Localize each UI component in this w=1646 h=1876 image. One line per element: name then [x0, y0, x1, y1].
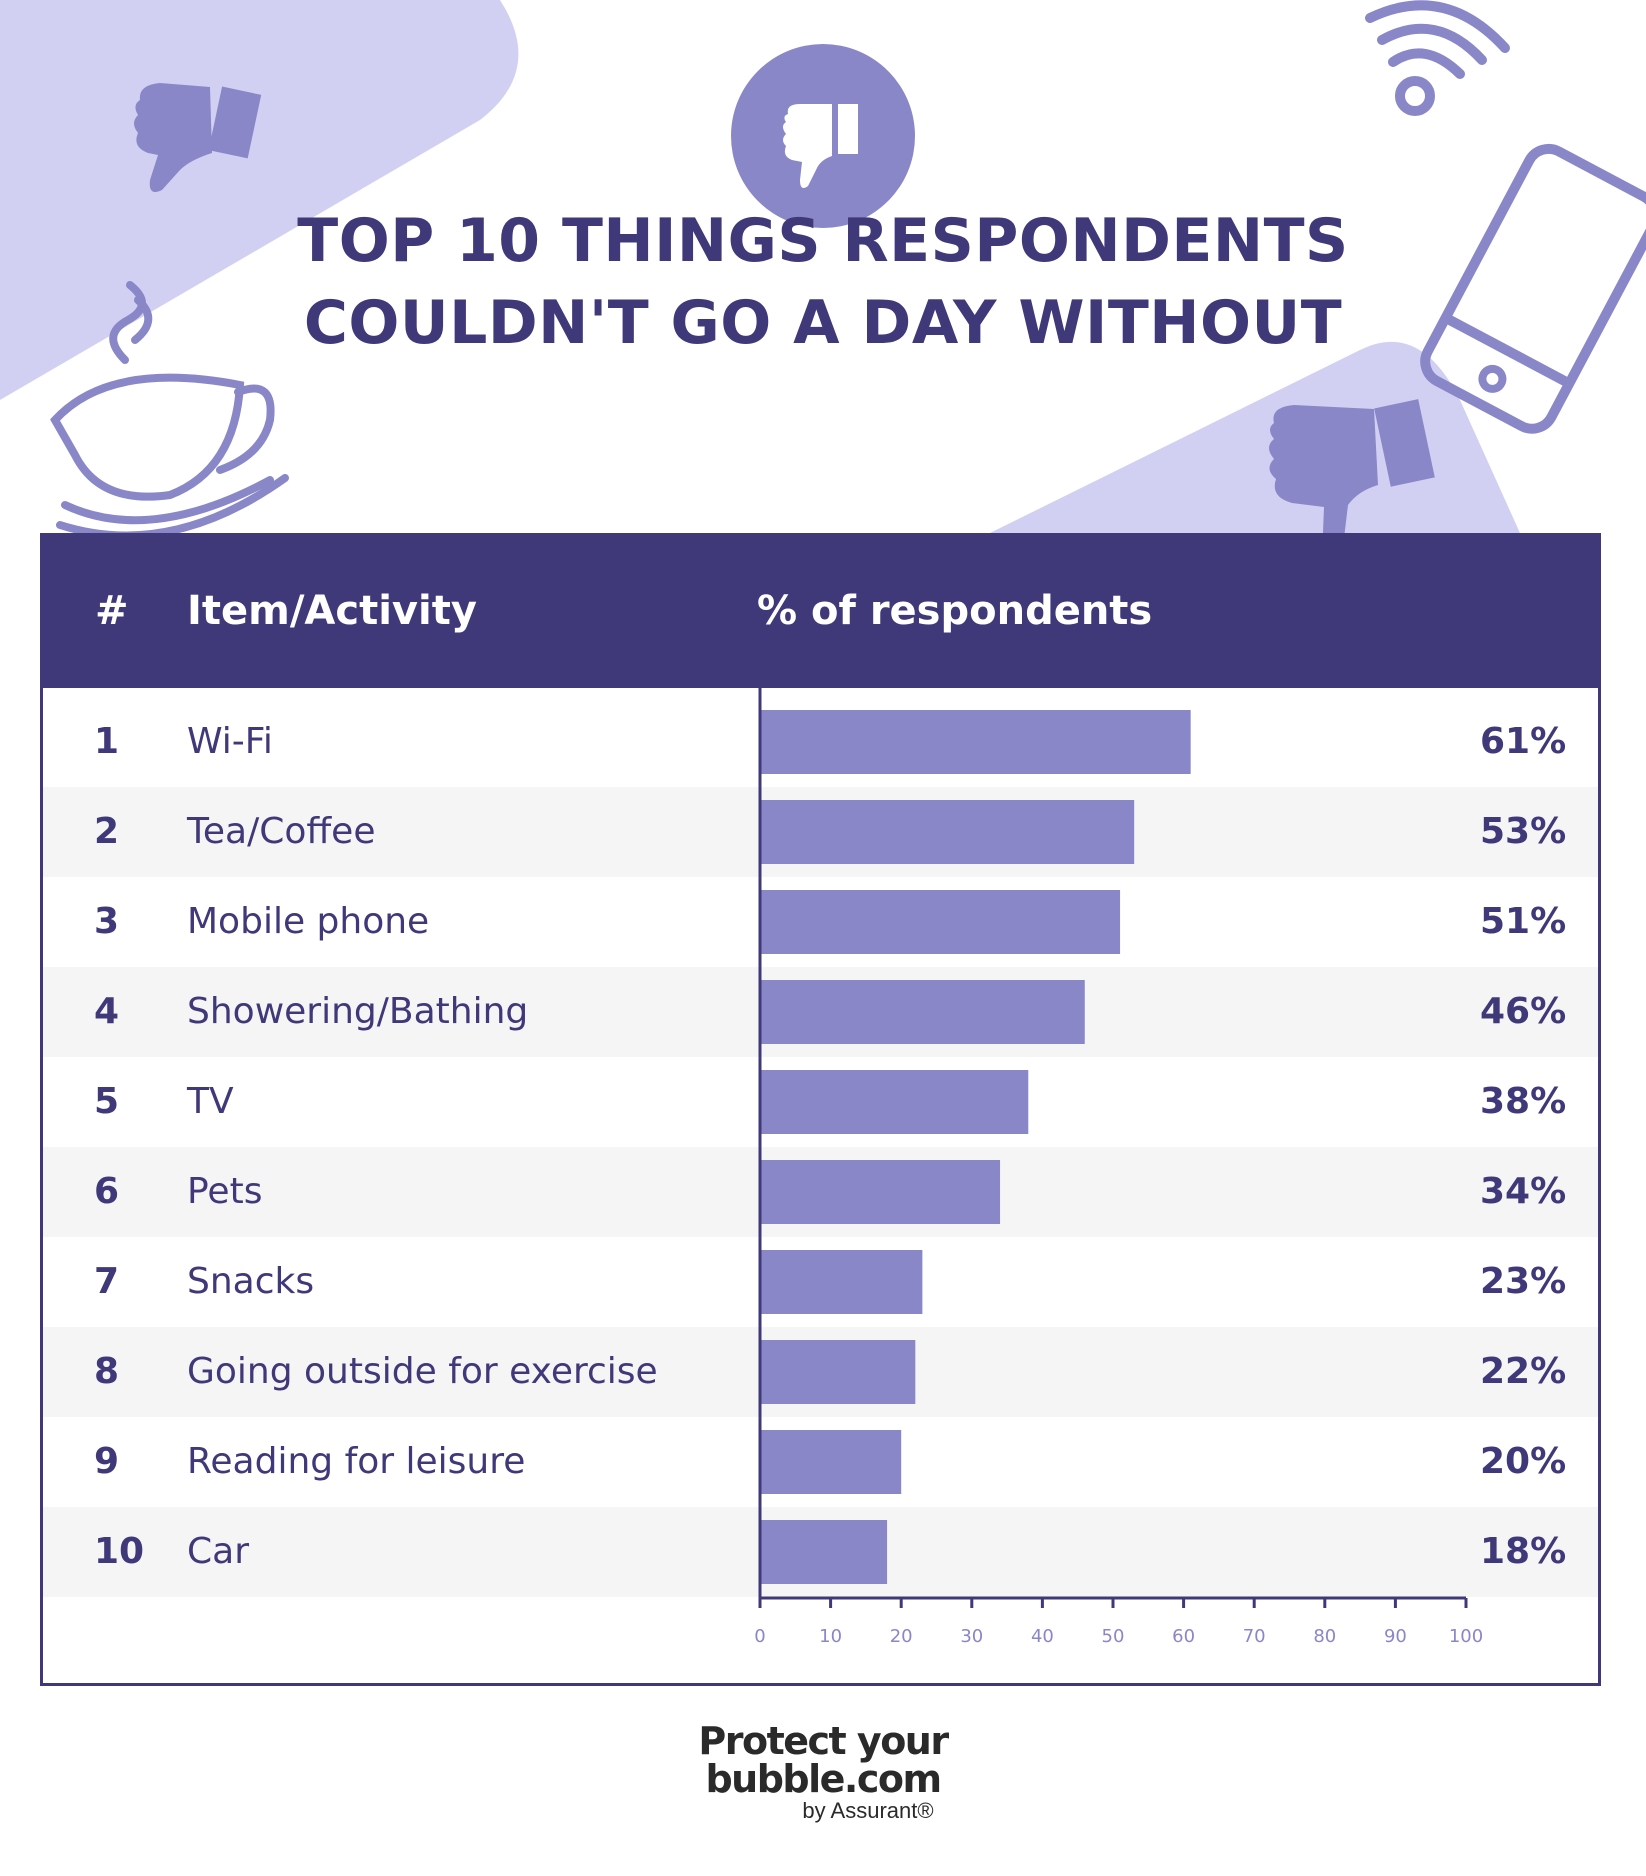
thumbs-down-icon [1269, 399, 1435, 562]
row-value-label: 38% [1480, 1081, 1567, 1122]
row-rank: 5 [94, 1081, 120, 1122]
bar [760, 800, 1135, 864]
row-rank: 3 [94, 901, 120, 942]
row-rank: 2 [94, 811, 120, 852]
mobile-phone-icon [1420, 143, 1646, 434]
x-tick-label: 0 [754, 1626, 765, 1647]
logo-line-2: bubble.com [705, 1757, 942, 1801]
row-label: TV [187, 1081, 234, 1122]
chart-title: TOP 10 THINGS RESPONDENTS COULDN'T GO A … [0, 200, 1646, 364]
x-tick-label: 60 [1172, 1626, 1195, 1647]
row-label: Car [187, 1531, 249, 1572]
row-value-label: 51% [1480, 901, 1567, 942]
row-value-label: 18% [1480, 1531, 1567, 1572]
bar [760, 1340, 916, 1404]
row-label: Tea/Coffee [187, 811, 376, 852]
column-header-item: Item/Activity [187, 588, 477, 634]
row-label: Mobile phone [187, 901, 430, 942]
chart-title-line-2: COULDN'T GO A DAY WITHOUT [303, 288, 1343, 358]
bar [760, 1160, 1001, 1224]
row-value-label: 61% [1480, 721, 1567, 762]
row-rank: 10 [94, 1531, 145, 1572]
row-rank: 1 [94, 721, 120, 762]
row-rank: 8 [94, 1351, 120, 1392]
row-value-label: 53% [1480, 811, 1567, 852]
top-left-shape [0, 0, 519, 400]
row-rank: 6 [94, 1171, 120, 1212]
logo-line-3: by Assurant® [802, 1798, 934, 1823]
row-label: Showering/Bathing [187, 991, 529, 1032]
thumbs-down-icon [134, 83, 262, 193]
row-value-label: 22% [1480, 1351, 1567, 1392]
bar [760, 980, 1085, 1044]
logo-line-1: Protect your [698, 1719, 949, 1763]
coffee-cup-icon [50, 281, 289, 540]
column-header-rank: # [95, 588, 129, 634]
column-header-percent: % of respondents [757, 588, 1153, 634]
x-tick-label: 50 [1102, 1626, 1125, 1647]
x-tick-label: 70 [1243, 1626, 1266, 1647]
x-tick-label: 10 [819, 1626, 842, 1647]
x-tick-label: 30 [960, 1626, 983, 1647]
row-label: Pets [187, 1171, 263, 1212]
row-label: Going outside for exercise [187, 1351, 658, 1392]
row-value-label: 34% [1480, 1171, 1567, 1212]
bar [760, 1250, 923, 1314]
row-value-label: 46% [1480, 991, 1567, 1032]
x-tick-label: 20 [890, 1626, 913, 1647]
x-tick-label: 100 [1449, 1626, 1483, 1647]
chart-title-line-1: TOP 10 THINGS RESPONDENTS [297, 206, 1349, 276]
brand-logo: Protect your bubble.com by Assurant® [0, 1722, 1646, 1824]
row-label: Reading for leisure [187, 1441, 526, 1482]
bar [760, 710, 1191, 774]
bar [760, 1430, 902, 1494]
row-label: Wi-Fi [187, 721, 273, 762]
row-rank: 9 [94, 1441, 120, 1482]
x-tick-label: 80 [1313, 1626, 1336, 1647]
right-shape [990, 341, 1520, 533]
table-header [40, 533, 1601, 688]
wifi-icon [1365, 0, 1510, 116]
row-rank: 4 [94, 991, 120, 1032]
row-value-label: 20% [1480, 1441, 1567, 1482]
x-tick-label: 90 [1384, 1626, 1407, 1647]
row-label: Snacks [187, 1261, 315, 1302]
row-rank: 7 [94, 1261, 120, 1302]
thumbs-down-icon [783, 104, 858, 188]
x-tick-label: 40 [1031, 1626, 1054, 1647]
bar [760, 890, 1121, 954]
bar [760, 1070, 1029, 1134]
row-value-label: 23% [1480, 1261, 1567, 1302]
table-frame [40, 533, 1601, 1686]
bar [760, 1520, 888, 1584]
